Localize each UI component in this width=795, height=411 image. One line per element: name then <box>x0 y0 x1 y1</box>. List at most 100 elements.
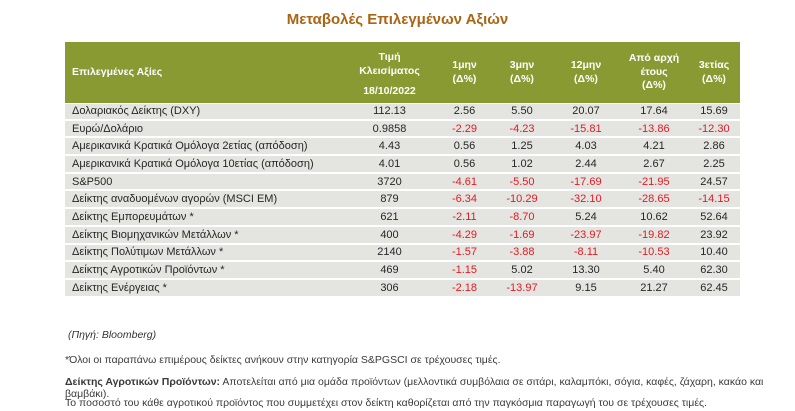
pct-change-cell-m1: 0.56 <box>453 140 476 153</box>
footnote-agri-weighting: Το ποσοστό του κάθε αγροτικού προϊόντος … <box>65 397 707 409</box>
pct-change-cell-ytd: -21.95 <box>638 175 670 188</box>
footnote-gsci: *Όλοι οι παραπάνω επιμέρους δείκτες ανήκ… <box>65 354 501 366</box>
closing-price-cell: 112.13 <box>373 105 406 118</box>
pct-change-cell-y3: -14.15 <box>698 193 730 206</box>
closing-price-cell: 0.9858 <box>372 122 407 135</box>
pct-change-cell-m3: 5.50 <box>511 105 533 118</box>
header-closing-price-label: Τιμή Κλεισίματος <box>359 51 420 77</box>
pct-change-cell-y3: 62.45 <box>700 281 728 294</box>
pct-change-cell-m12: -15.81 <box>570 122 602 135</box>
closing-price-cell: 621 <box>380 210 399 223</box>
asset-label: Αμερικανικά Κρατικά Ομόλογα 2ετίας (απόδ… <box>72 140 308 153</box>
pct-change-cell-ytd: 2.67 <box>643 157 665 170</box>
asset-label: S&P500 <box>72 175 113 188</box>
header-m3: 3μην (Δ%) <box>509 58 535 85</box>
pct-change-cell-m12: -17.69 <box>570 175 602 188</box>
selected-assets-table: Επιλεγμένες Αξίες Τιμή Κλεισίματος 18/10… <box>65 42 740 298</box>
asset-label: Δείκτης Ενέργειας * <box>72 281 167 294</box>
closing-price-cell: 400 <box>380 228 399 241</box>
table-row: Αμερικανικά Κρατικά Ομόλογα 2ετίας (απόδ… <box>65 138 740 157</box>
table-row: Δείκτης Πολύτιμων Μετάλλων * 2140 -1.57 -3.… <box>65 244 740 263</box>
pct-change-cell-m1: 0.56 <box>453 157 476 170</box>
pct-change-cell-ytd: -10.53 <box>638 246 670 259</box>
pct-change-cell-m3: -10.29 <box>506 193 538 206</box>
pct-change-cell-ytd: 4.21 <box>643 140 665 153</box>
table-row: Δείκτης Ενέργειας * 306 -2.18 -13.97 9.15 21.… <box>65 279 740 298</box>
pct-change-cell-m3: -5.50 <box>509 175 535 188</box>
pct-change-cell-m1: 2.56 <box>453 105 476 118</box>
pct-change-cell-m12: 5.24 <box>575 210 597 223</box>
pct-change-cell-m3: -4.23 <box>509 122 535 135</box>
pct-change-cell-m12: -23.97 <box>570 228 602 241</box>
asset-label: Αμερικανικά Κρατικά Ομόλογα 10ετίας (από… <box>72 157 314 170</box>
pct-change-cell-y3: 10.40 <box>700 246 728 259</box>
asset-label: Δείκτης Πολύτιμων Μετάλλων * <box>72 246 224 259</box>
pct-change-cell-ytd: -13.86 <box>638 122 670 135</box>
closing-price-cell: 3720 <box>377 175 402 188</box>
pct-change-cell-y3: -12.30 <box>698 122 730 135</box>
pct-change-cell-m12: -8.11 <box>573 246 599 259</box>
asset-label: Ευρώ/Δολάριο <box>72 122 144 135</box>
pct-change-cell-ytd: -19.82 <box>638 228 670 241</box>
table-row: Δείκτης αναδυομένων αγορών (MSCI EM) 879 -… <box>65 191 740 210</box>
pct-change-cell-m12: -32.10 <box>570 193 602 206</box>
pct-change-cell-ytd: 17.64 <box>640 105 668 118</box>
closing-price-cell: 306 <box>380 281 399 294</box>
pct-change-cell-m1: -1.57 <box>451 246 478 259</box>
page-title: Μεταβολές Επιλεγμένων Αξιών <box>286 11 509 28</box>
closing-price-cell: 469 <box>380 264 399 277</box>
pct-change-cell-ytd: 21.27 <box>640 281 668 294</box>
header-closing-price: Τιμή Κλεισίματος 18/10/2022 <box>342 42 437 103</box>
closing-price-cell: 2140 <box>377 246 402 259</box>
pct-change-cell-y3: 23.92 <box>700 228 728 241</box>
asset-label: Δείκτης Βιομηχανικών Μετάλλων * <box>72 228 239 241</box>
pct-change-cell-y3: 2.86 <box>703 140 725 153</box>
table-row: Δείκτης Εμπορευμάτων * 621 -2.11 -8.70 5.24 1… <box>65 209 740 227</box>
pct-change-cell-m12: 4.03 <box>575 140 597 153</box>
pct-change-cell-m1: -4.61 <box>451 175 478 188</box>
asset-label: Δείκτης Αγροτικών Προϊόντων * <box>72 264 225 277</box>
pct-change-cell-m1: -6.34 <box>451 193 478 206</box>
asset-label: Δείκτης Εμπορευμάτων * <box>72 210 194 223</box>
pct-change-cell-ytd: 10.62 <box>640 210 668 223</box>
pct-change-cell-m3: -3.88 <box>509 246 535 259</box>
pct-change-cell-y3: 15.69 <box>700 105 728 118</box>
pct-change-cell-m3: -8.70 <box>509 210 535 223</box>
pct-change-cell-ytd: 5.40 <box>643 264 665 277</box>
table-header-row: Επιλεγμένες Αξίες Τιμή Κλεισίματος 18/10… <box>65 42 740 103</box>
table-row: Δολαριακός Δείκτης (DXY) 112.13 2.56 5.50 20… <box>65 103 740 121</box>
pct-change-cell-m3: -13.97 <box>506 281 538 294</box>
header-m1: 1μην (Δ%) <box>452 58 477 85</box>
closing-price-cell: 4.43 <box>378 140 401 153</box>
closing-price-cell: 4.01 <box>378 157 401 170</box>
header-assets: Επιλεγμένες Αξίες <box>65 42 342 103</box>
table-row: Δείκτης Αγροτικών Προϊόντων * 469 -1.15 5.0… <box>65 262 740 280</box>
source-note: (Πηγή: Bloomberg) <box>68 329 157 341</box>
pct-change-cell-m1: -2.11 <box>452 210 477 223</box>
pct-change-cell-m12: 13.30 <box>572 264 600 277</box>
pct-change-cell-m1: -4.29 <box>451 228 478 241</box>
table-body: Δολαριακός Δείκτης (DXY) 112.13 2.56 5.50 20… <box>65 103 740 298</box>
header-m12: 12μην (Δ%) <box>570 58 602 85</box>
pct-change-cell-y3: 52.64 <box>700 210 728 223</box>
closing-price-cell: 879 <box>380 193 399 206</box>
table-row: Δείκτης Βιομηχανικών Μετάλλων * 400 -4.29 -… <box>65 226 740 245</box>
pct-change-cell-m3: 5.02 <box>511 264 533 277</box>
asset-label: Δολαριακός Δείκτης (DXY) <box>72 105 201 118</box>
pct-change-cell-m1: -1.15 <box>451 264 478 277</box>
table-row: S&P500 3720 -4.61 -5.50 -17.69 -21.95 24.57 <box>65 173 740 192</box>
pct-change-cell-m12: 2.44 <box>575 157 597 170</box>
pct-change-cell-y3: 62.30 <box>700 264 728 277</box>
header-ytd: Από αρχή έτους (Δ%) <box>628 52 680 92</box>
footnote-agri-definition: Δείκτης Αγροτικών Προϊόντων: Αποτελείται… <box>65 376 764 400</box>
pct-change-cell-ytd: -28.65 <box>638 193 670 206</box>
pct-change-cell-y3: 2.25 <box>703 157 725 170</box>
pct-change-cell-m1: -2.18 <box>451 281 478 294</box>
pct-change-cell-m3: 1.25 <box>511 140 533 153</box>
pct-change-cell-y3: 24.57 <box>700 175 728 188</box>
pct-change-cell-m3: -1.69 <box>509 228 535 241</box>
table-row: Ευρώ/Δολάριο 0.9858 -2.29 -4.23 -15.81 -13.86… <box>65 120 740 139</box>
pct-change-cell-m12: 9.15 <box>575 281 597 294</box>
table-row: Αμερικανικά Κρατικά Ομόλογα 10ετίας (από… <box>65 156 740 174</box>
header-closing-date: 18/10/2022 <box>363 85 416 98</box>
